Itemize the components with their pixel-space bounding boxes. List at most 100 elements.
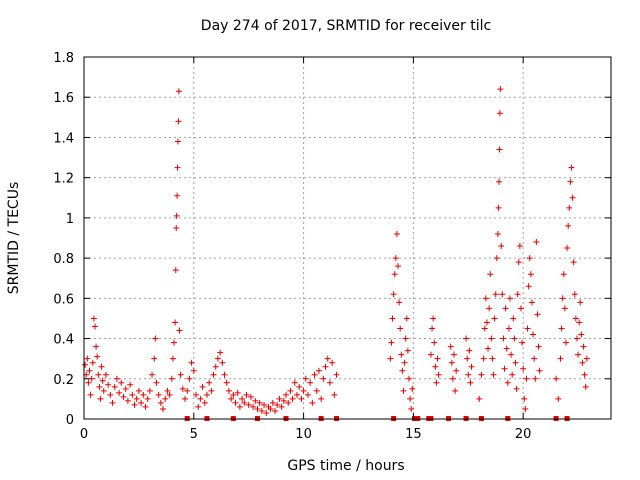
data-point [131, 401, 138, 408]
data-point [430, 315, 437, 322]
data-point [571, 291, 578, 298]
data-point [517, 305, 524, 312]
data-point [567, 178, 574, 185]
data-point [236, 403, 243, 410]
data-point [107, 391, 114, 398]
data-point [212, 363, 219, 370]
data-point [217, 349, 224, 356]
data-point [93, 343, 100, 350]
data-point [577, 299, 584, 306]
data-point [448, 359, 455, 366]
data-point [199, 383, 206, 390]
y-tick-label: 0.8 [53, 252, 74, 267]
data-point [192, 391, 199, 398]
data-point [498, 243, 505, 250]
data-point [201, 399, 208, 406]
data-point [399, 367, 406, 374]
data-point [493, 255, 500, 262]
data-point [86, 367, 93, 374]
data-point [225, 387, 232, 394]
data-point [228, 395, 235, 402]
data-point [466, 347, 473, 354]
data-point [85, 379, 92, 386]
data-point [553, 375, 560, 382]
data-point [307, 379, 314, 386]
data-point [326, 379, 333, 386]
data-point [173, 212, 180, 219]
data-point [320, 375, 327, 382]
data-point [523, 375, 530, 382]
data-point [118, 379, 125, 386]
data-point [509, 371, 516, 378]
data-point [95, 371, 102, 378]
data-point [322, 363, 329, 370]
data-point [566, 204, 573, 211]
data-point [208, 387, 215, 394]
data-point [250, 403, 257, 410]
data-point [296, 383, 303, 390]
data-point [508, 351, 515, 358]
data-point [324, 355, 331, 362]
data-point [478, 371, 485, 378]
data-point [179, 385, 186, 392]
data-point [564, 245, 571, 252]
data-point [398, 351, 405, 358]
y-tick-label: 0.4 [53, 333, 74, 348]
data-point [491, 315, 498, 322]
data-point [449, 375, 456, 382]
data-point [576, 319, 583, 326]
data-point [393, 230, 400, 237]
data-point [409, 385, 416, 392]
data-point [94, 353, 101, 360]
data-point [500, 335, 507, 342]
data-point [82, 361, 89, 368]
data-point [391, 271, 398, 278]
data-point [309, 399, 316, 406]
data-point [496, 178, 503, 185]
data-point [174, 138, 181, 145]
data-point [174, 192, 181, 199]
data-point [531, 355, 538, 362]
data-point [239, 395, 246, 402]
data-point [140, 391, 147, 398]
data-point [530, 331, 537, 338]
data-point [329, 359, 336, 366]
data-point [184, 387, 191, 394]
data-point [172, 267, 179, 274]
data-point [488, 335, 495, 342]
data-point [528, 299, 535, 306]
data-point [280, 397, 287, 404]
data-point [506, 295, 513, 302]
data-point [404, 347, 411, 354]
data-point [510, 315, 517, 322]
data-point [390, 291, 397, 298]
data-point [120, 393, 127, 400]
data-point [511, 335, 518, 342]
data-point [524, 325, 531, 332]
y-tick-label: 1.6 [53, 91, 74, 106]
data-point [315, 367, 322, 374]
data-point [569, 194, 576, 201]
data-point [289, 395, 296, 402]
data-point [100, 387, 107, 394]
data-point [520, 365, 527, 372]
data-point [129, 391, 136, 398]
data-point [503, 345, 510, 352]
data-point [98, 363, 105, 370]
data-point [113, 375, 120, 382]
data-point [453, 367, 460, 374]
data-point [89, 359, 96, 366]
data-point [512, 359, 519, 366]
data-point [285, 399, 292, 406]
data-point [486, 305, 493, 312]
data-point [450, 351, 457, 358]
data-point [427, 351, 434, 358]
data-point [481, 325, 488, 332]
data-point [160, 405, 167, 412]
data-point [91, 323, 98, 330]
data-point [558, 325, 565, 332]
data-point [230, 391, 237, 398]
data-point [397, 325, 404, 332]
data-point [182, 395, 189, 402]
